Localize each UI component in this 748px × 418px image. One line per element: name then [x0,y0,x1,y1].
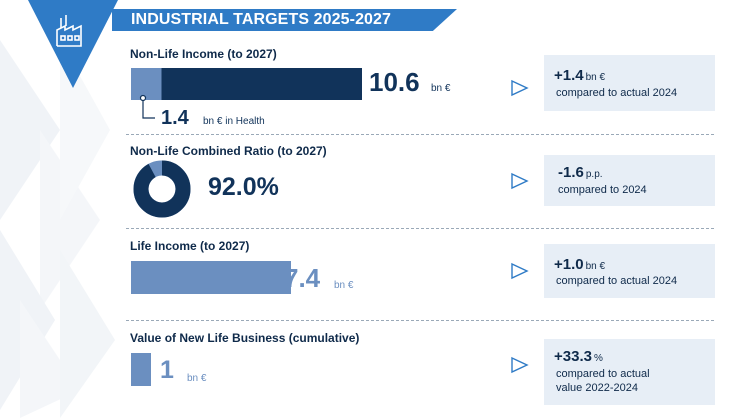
nonlife-income-title: Non-Life Income (to 2027) [130,47,277,61]
section-divider [126,320,714,321]
nonlife-income-delta-note: compared to actual 2024 [556,87,678,99]
health-value: 1.4 [161,107,189,129]
combined-ratio-delta-unit: p.p. [585,169,603,180]
new-life-business-delta-card: +33.3% compared to actual value 2022-202… [544,339,715,405]
health-unit: bn € in Health [203,116,265,127]
bg-triangle [0,40,60,220]
nonlife-health-bar [131,68,162,100]
nonlife-income-delta-value: +1.4 [554,67,584,84]
health-callout-dot [139,94,147,102]
arrow-right-icon [511,79,529,97]
combined-ratio-delta-note: compared to 2024 [558,184,647,196]
combined-ratio-value: 92.0% [208,173,279,201]
donut-value-arc [133,160,191,218]
nonlife-income-chart [131,68,362,119]
new-life-business-title: Value of New Life Business (cumulative) [130,331,360,345]
new-life-business-bar [131,353,151,386]
factory-icon [56,15,82,47]
bg-triangle [60,250,115,418]
arrow-right-icon [511,356,529,374]
new-life-business-delta-value: +33.3 [554,348,592,365]
header-triangle [28,0,118,88]
nonlife-income-value: 10.6 [369,67,420,97]
life-income-delta-unit: bn € [585,261,606,272]
new-life-business-chart [131,353,151,386]
life-income-unit: bn € [334,280,354,291]
arrow-right-icon [511,172,529,190]
nonlife-rest-bar [161,68,362,100]
bg-triangle [40,130,100,310]
new-life-business-unit: bn € [187,373,207,384]
life-income-delta-card: +1.0 bn € compared to actual 2024 [544,244,715,298]
nonlife-income-delta-unit: bn € [585,72,606,83]
life-income-delta-value: +1.0 [554,256,584,273]
new-life-business-delta-note-2: value 2022-2024 [556,382,638,394]
life-income-title: Life Income (to 2027) [130,239,250,253]
combined-ratio-delta-card: -1.6 p.p. compared to 2024 [544,155,715,206]
life-income-value: 7.4 [284,263,321,293]
life-income-chart [131,261,291,294]
life-income-delta-note: compared to actual 2024 [556,275,678,287]
health-callout-line [142,98,155,119]
combined-ratio-donut [133,160,191,218]
life-income-bar [131,261,291,294]
header-bar [112,9,457,31]
new-life-business-delta-unit: % [593,353,603,364]
section-divider [126,228,714,229]
nonlife-income-delta-card: +1.4 bn € compared to actual 2024 [544,55,715,111]
arrow-right-icon [511,262,529,280]
nonlife-income-unit: bn € [431,83,451,94]
new-life-business-value: 1 [160,356,174,384]
section-divider [126,134,714,135]
page-title: INDUSTRIAL TARGETS 2025-2027 [131,11,392,28]
combined-ratio-title: Non-Life Combined Ratio (to 2027) [130,144,327,158]
new-life-business-delta-note-1: compared to actual [556,368,650,380]
combined-ratio-delta-value: -1.6 [558,164,584,181]
